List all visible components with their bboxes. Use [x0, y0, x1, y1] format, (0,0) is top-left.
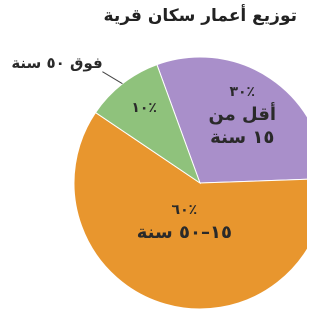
- slice-value-label: ٪٦٠: [129, 202, 239, 220]
- slice-category-label: أقل من ١٥ سنة: [207, 104, 277, 149]
- chart-title: توزيع أعمار سكان قرية: [104, 6, 297, 26]
- pie-canvas: [0, 0, 307, 319]
- chart: توزيع أعمار سكان قرية ٪٣٠ أقل من ١٥ سنة ٪٦…: [0, 0, 307, 319]
- slice-category-label: ١٥–٥٠ سنة: [129, 222, 239, 245]
- leader-line: [102, 72, 122, 84]
- slice-value-label: ٪١٠: [119, 100, 169, 118]
- slice-category-label: فوق ٥٠ سنة: [2, 54, 112, 73]
- slice-value-label: ٪٣٠: [207, 84, 277, 102]
